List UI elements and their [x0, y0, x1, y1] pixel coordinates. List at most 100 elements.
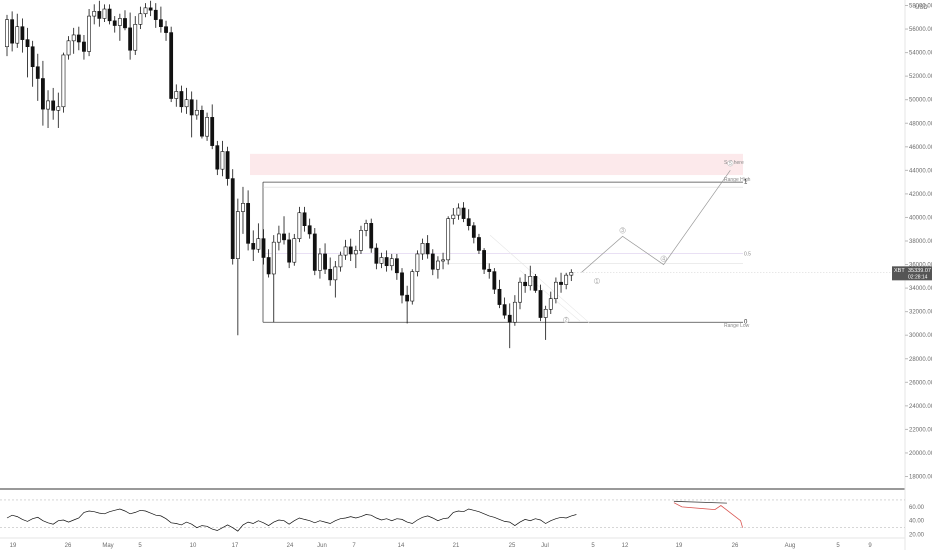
candle: [374, 243, 379, 270]
chart-axes: 58000.00 56000.00 54000.00 52000.00 50000.00…: [10, 4, 932, 549]
channel-diagonal-line: [489, 234, 591, 324]
candle: [282, 216, 286, 245]
candle: [76, 26, 81, 51]
price-tick-label: 56000.00: [909, 27, 932, 33]
candle: [179, 85, 184, 113]
candle-body: [159, 19, 163, 27]
sell-zone: [250, 153, 743, 176]
candle: [466, 209, 471, 231]
time-tick-label: 19: [10, 543, 17, 549]
candle-body: [153, 9, 158, 20]
candle-body: [256, 238, 261, 250]
candle: [25, 27, 30, 78]
candle-body: [400, 272, 404, 296]
candle-body: [51, 100, 56, 111]
range-low-label: Range Low: [724, 323, 750, 329]
price-tick-label: 26000.00: [909, 380, 932, 386]
candle: [543, 305, 548, 340]
candle-body: [15, 26, 20, 44]
candle: [256, 223, 261, 253]
candle-body: [230, 178, 235, 259]
candle-body: [543, 308, 548, 318]
price-tick-label: 22000.00: [909, 427, 932, 433]
candle: [487, 263, 492, 279]
candle: [307, 218, 312, 239]
candle: [148, 0, 153, 17]
candle-body: [482, 250, 486, 270]
candle: [482, 248, 486, 274]
candle-body: [271, 241, 276, 275]
candle-body: [97, 11, 102, 19]
candle-body: [307, 225, 312, 235]
range-low-marker: 0: [744, 320, 748, 326]
candle: [333, 261, 338, 298]
candle-body: [523, 281, 528, 287]
candle: [10, 11, 15, 52]
price-tick-label: 18000.00: [909, 475, 932, 481]
candle: [492, 268, 497, 294]
candle: [369, 218, 374, 253]
rsi-projection-line: [673, 502, 743, 528]
candle-body: [502, 304, 507, 316]
candle: [302, 206, 307, 232]
candle: [410, 269, 415, 305]
candle: [446, 216, 451, 265]
price-tick-label: 42000.00: [909, 192, 932, 198]
candle-body: [554, 281, 558, 299]
candle-body: [210, 117, 215, 146]
price-tick-label: 24000.00: [909, 404, 932, 410]
candle: [87, 9, 91, 57]
wave-label-circle: [660, 255, 667, 262]
current-price-tag: [892, 266, 932, 281]
candle-body: [471, 225, 476, 238]
candle-body: [338, 254, 343, 268]
current-price-value: 35339.07: [908, 268, 931, 274]
candle: [82, 34, 86, 60]
candle-body: [348, 246, 353, 255]
candle-body: [384, 257, 389, 267]
candle-body: [318, 253, 322, 271]
candle-body: [569, 272, 574, 276]
candle: [128, 12, 133, 60]
candle: [35, 53, 40, 101]
candle: [400, 268, 404, 304]
candle: [441, 252, 445, 270]
candle: [164, 20, 168, 41]
candle: [507, 303, 512, 349]
price-tick-label: 20000.00: [909, 451, 932, 457]
rsi-divergence-line: [673, 500, 727, 504]
candle-body: [302, 212, 307, 226]
candle-body: [200, 109, 204, 137]
candle: [266, 249, 271, 278]
candle: [123, 10, 127, 31]
candle: [343, 239, 348, 260]
candle-body: [512, 301, 517, 323]
time-tick-label: 24: [287, 543, 294, 549]
rsi-panel: 60.00 40.00 20.00: [0, 499, 925, 539]
candle: [138, 6, 143, 30]
range-high-marker: 1: [744, 180, 748, 186]
candle-body: [107, 8, 112, 22]
candle-body: [225, 151, 230, 179]
candle-body: [456, 207, 461, 216]
candle: [512, 295, 517, 326]
time-tick-label: 17: [232, 543, 239, 549]
candle-body: [297, 212, 302, 239]
candle: [364, 219, 369, 237]
candle: [554, 277, 558, 304]
candle: [271, 235, 276, 323]
wave-label: 2: [565, 318, 568, 324]
candle: [338, 251, 343, 272]
sell-zone-label: Sell here: [724, 160, 744, 166]
candle-body: [420, 243, 425, 255]
candle-body: [548, 298, 553, 310]
candle: [287, 232, 292, 269]
candle: [71, 27, 76, 54]
candle-body: [359, 230, 363, 251]
candle-body: [538, 290, 543, 318]
candle-body: [30, 46, 35, 68]
candle: [51, 87, 56, 120]
candle: [5, 14, 9, 57]
candle-body: [215, 145, 220, 170]
price-tick-label: 28000.00: [909, 357, 932, 363]
